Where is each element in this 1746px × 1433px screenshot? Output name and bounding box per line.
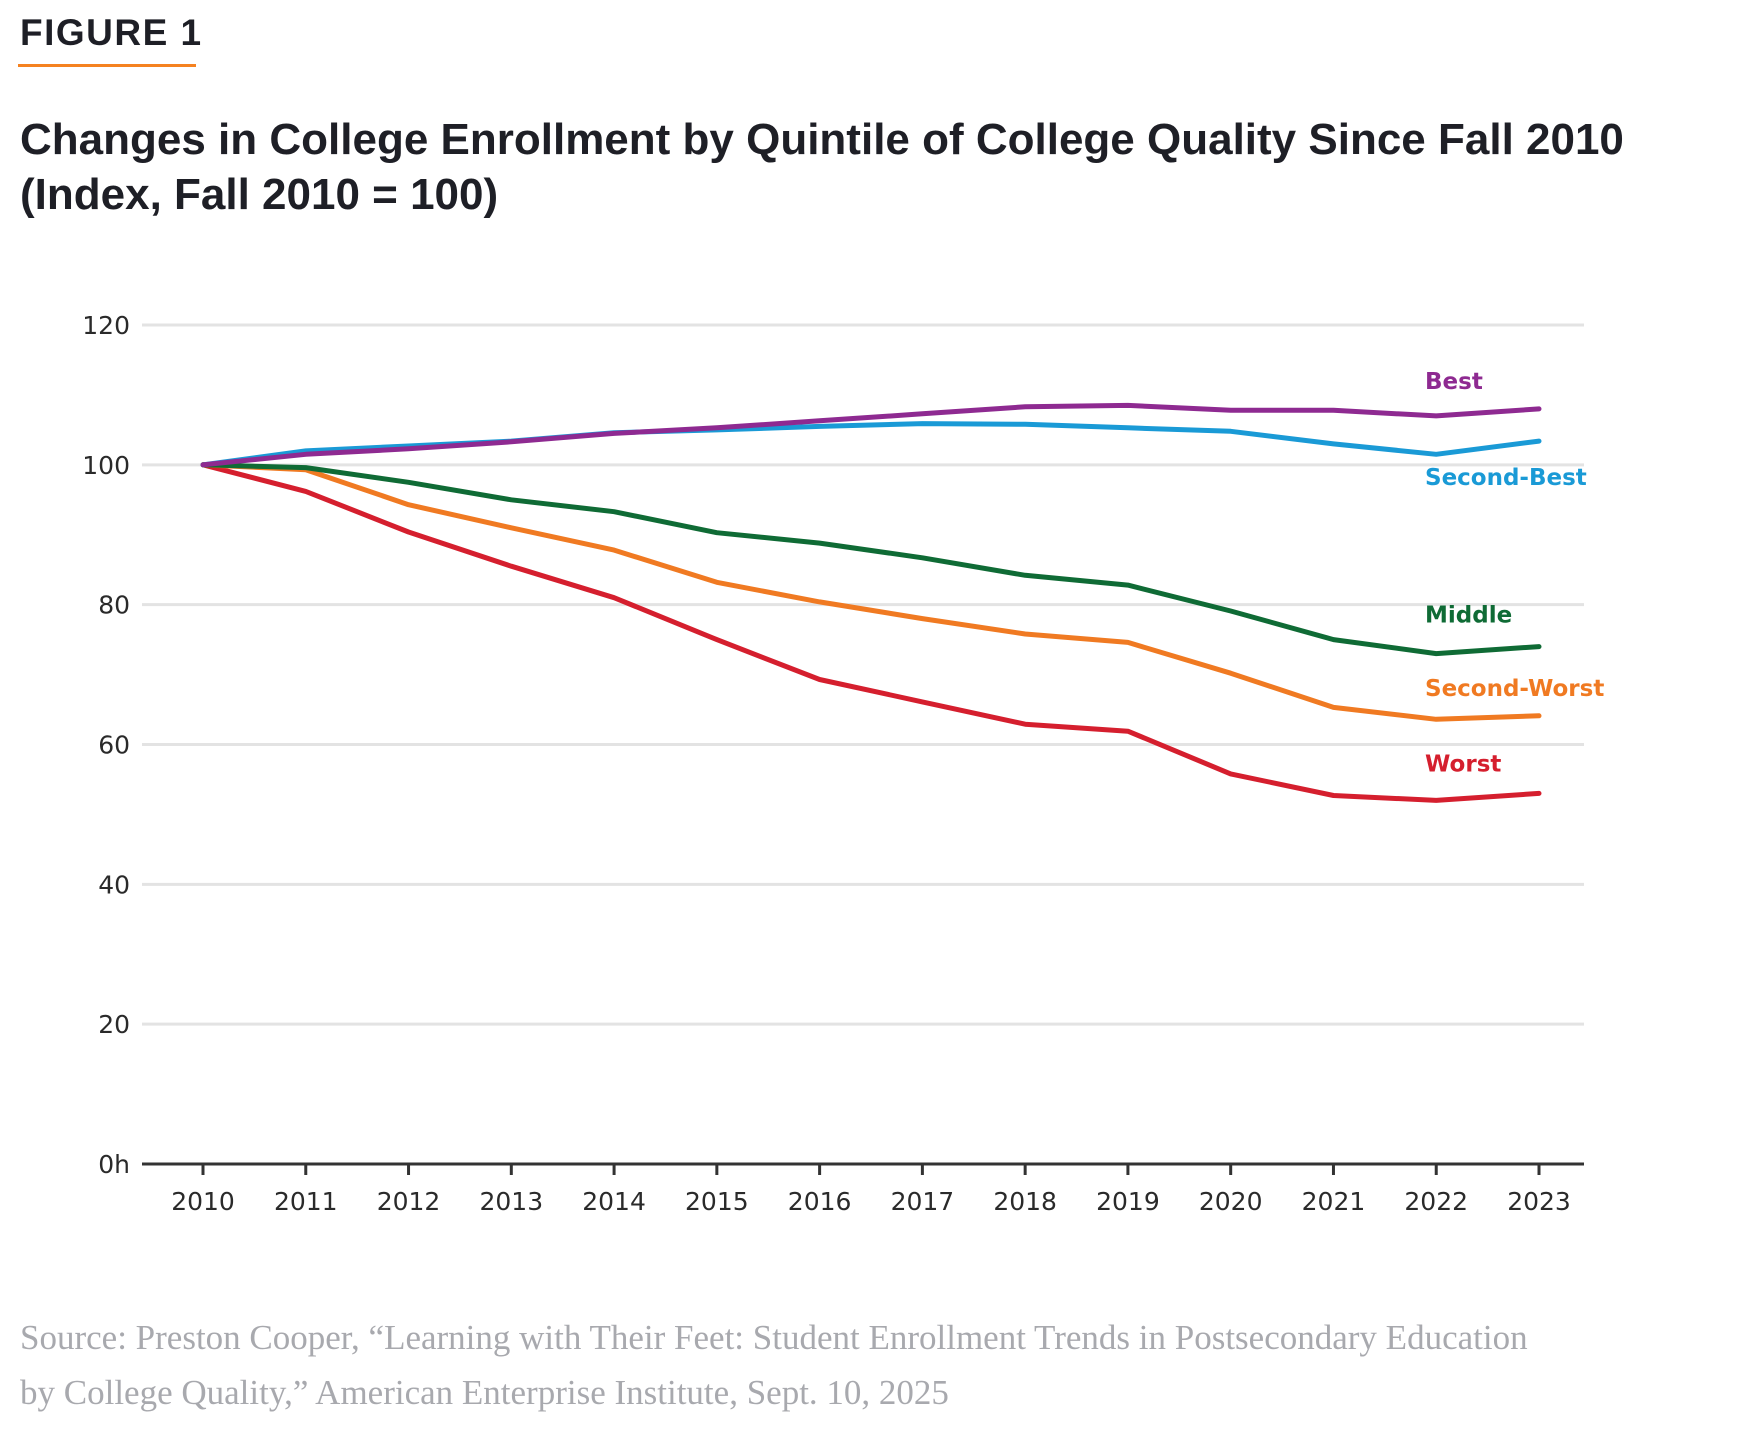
series-line-best: [200, 402, 1542, 468]
series-label-second-worst: Second-Worst: [1425, 676, 1604, 702]
source-note: Source: Preston Cooper, “Learning with T…: [20, 1310, 1740, 1420]
y-tick-label: 0h: [98, 1150, 130, 1179]
series-label-best: Best: [1425, 369, 1483, 395]
gridlines: [142, 323, 1584, 1026]
series-label-second-best: Second-Best: [1425, 465, 1587, 491]
series-label-worst: Worst: [1425, 751, 1501, 777]
series-labels: Best Second-Best Middle Second-Worst Worst: [1425, 369, 1604, 778]
figure-label-underline: [18, 64, 196, 67]
y-tick-label: 120: [82, 311, 130, 340]
figure-label: FIGURE 1: [20, 12, 203, 53]
y-tick-label: 60: [98, 731, 130, 760]
y-tick-label: 100: [82, 451, 130, 480]
x-tick-label: 2020: [1199, 1187, 1263, 1216]
series-label-middle: Middle: [1425, 603, 1512, 629]
y-axis-tick-labels: 0h 20 40 60 80 100 120: [82, 311, 130, 1179]
x-tick-label: 2018: [993, 1187, 1057, 1216]
series-line-worst: [200, 462, 1542, 803]
source-line-1: Source: Preston Cooper, “Learning with T…: [20, 1318, 1528, 1357]
x-axis: 2010 2011 2012 2013 2014 2015 2016 2017 2018 2019…: [142, 1162, 1584, 1216]
x-tick-label: 2014: [582, 1187, 646, 1216]
x-tick-label: 2022: [1404, 1187, 1468, 1216]
series-lines: [200, 402, 1542, 803]
chart-title-line-1: Changes in College Enrollment by Quintil…: [20, 115, 1624, 164]
x-tick-label: 2021: [1302, 1187, 1366, 1216]
x-tick-label: 2023: [1507, 1187, 1571, 1216]
x-tick-label: 2017: [891, 1187, 955, 1216]
x-tick-label: 2019: [1096, 1187, 1160, 1216]
y-tick-label: 20: [98, 1010, 130, 1039]
x-tick-label: 2010: [171, 1187, 235, 1216]
x-tick-label: 2011: [274, 1187, 338, 1216]
chart-title: Changes in College Enrollment by Quintil…: [20, 112, 1720, 222]
series-line-middle: [200, 462, 1542, 657]
series-line-second-worst: [200, 462, 1542, 722]
source-line-2: by College Quality,” American Enterprise…: [20, 1373, 949, 1412]
series-line-second-best: [200, 421, 1542, 468]
y-tick-label: 80: [98, 591, 130, 620]
x-tick-label: 2012: [377, 1187, 441, 1216]
y-tick-label: 40: [98, 870, 130, 899]
x-tick-label: 2013: [479, 1187, 543, 1216]
x-tick-label: 2015: [685, 1187, 749, 1216]
x-tick-label: 2016: [788, 1187, 852, 1216]
chart-title-line-2: (Index, Fall 2010 = 100): [20, 170, 499, 219]
